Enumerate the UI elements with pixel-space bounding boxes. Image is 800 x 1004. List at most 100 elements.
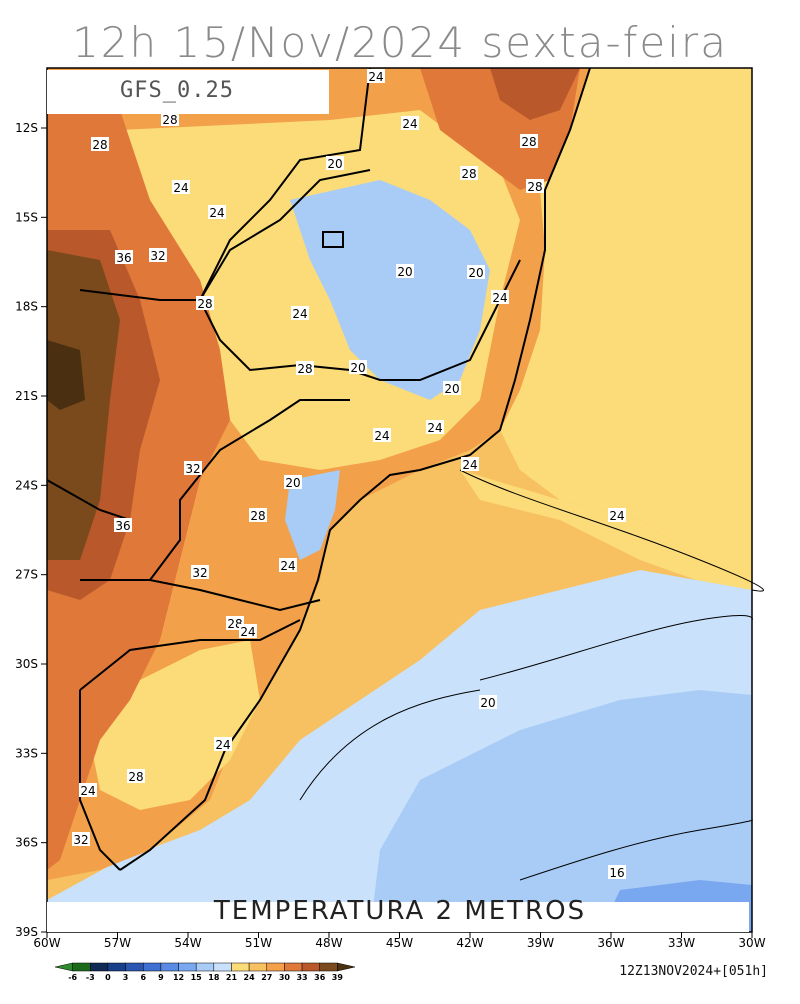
state-borders-rs	[79, 619, 301, 691]
state-borders-north	[198, 67, 521, 381]
contour-label: 20	[285, 476, 300, 490]
contour-label: 16	[609, 866, 624, 880]
contour-label: 28	[521, 135, 536, 149]
variable-label: TEMPERATURA 2 METROS	[213, 896, 587, 926]
contour-label: 28	[162, 113, 177, 127]
contour-label-bg	[367, 69, 385, 83]
contour-label-bg	[401, 116, 419, 130]
contour-label: 32	[150, 249, 165, 263]
land-18-21-region	[290, 180, 490, 400]
contour-label-bg	[373, 428, 391, 442]
lat-tick-label: 24S	[15, 478, 38, 492]
colorbar-label: 0	[105, 973, 111, 982]
contour-label-bg	[520, 134, 538, 148]
colorbar-swatch	[125, 962, 144, 972]
lon-tick-label: 45W	[386, 936, 413, 950]
colorbar-label: 30	[279, 973, 291, 982]
contour-label: 28	[197, 297, 212, 311]
contour-label: 24	[173, 181, 188, 195]
contour-label-bg	[249, 508, 267, 522]
contour-label: 20	[350, 361, 365, 375]
colorbar-label: 6	[140, 973, 146, 982]
model-box	[47, 70, 329, 114]
lat-tick-label: 36S	[15, 836, 38, 850]
colorbar-swatch	[178, 962, 197, 972]
ocean-21-24-region	[500, 68, 752, 585]
land-blue-south	[285, 470, 340, 560]
contour-label-bg	[443, 381, 461, 395]
contour-label-bg	[491, 290, 509, 304]
colorbar-label: 3	[123, 973, 129, 982]
contour-label: 32	[192, 566, 207, 580]
contour-label: 36	[116, 251, 131, 265]
contour-label: 24	[368, 70, 383, 84]
contour-label-bg	[127, 769, 145, 783]
colorbar-label: 12	[173, 973, 184, 982]
map-title: 12h 15/Nov/2024 sexta-feira	[72, 18, 728, 67]
isotherm-20-coast	[299, 689, 481, 801]
model-label: GFS_0.25	[120, 78, 234, 103]
contour-label-bg	[526, 179, 544, 193]
contour-label: 28	[250, 509, 265, 523]
contour-label: 24	[492, 291, 507, 305]
colorbar-swatch	[301, 962, 320, 972]
lat-tick-label: 27S	[15, 568, 38, 582]
isotherms	[299, 469, 764, 881]
lat-tick-label: 30S	[15, 657, 38, 671]
colorbar-swatch	[160, 962, 179, 972]
contour-label: 24	[280, 559, 295, 573]
contour-label-bg	[279, 558, 297, 572]
state-borders-west	[79, 169, 371, 301]
contour-label-bg	[214, 737, 232, 751]
colorbar-label: 18	[208, 973, 220, 982]
contour-label-bg	[426, 420, 444, 434]
colorbar-swatch	[284, 962, 303, 972]
contour-label: 20	[397, 265, 412, 279]
contour-label-bg	[349, 360, 367, 374]
contour-label: 24	[292, 307, 307, 321]
lat-tick-label: 39S	[15, 925, 38, 939]
colorbar-swatch	[213, 962, 232, 972]
contour-label: 28	[128, 770, 143, 784]
lon-tick-label: 36W	[597, 936, 624, 950]
contour-label-bg	[608, 865, 626, 879]
latitude-axis: 12S 15S 18S 21S 24S 27S 30S 33S 36S 39S	[15, 121, 47, 939]
contour-label: 24	[215, 738, 230, 752]
lon-tick-label: 51W	[245, 936, 272, 950]
contour-label-bg	[115, 250, 133, 264]
contour-label-bg	[184, 461, 202, 475]
contour-label: 24	[427, 421, 442, 435]
colorbar-label: -6	[68, 973, 77, 982]
contour-label-bg	[461, 457, 479, 471]
lat-tick-label: 18S	[15, 300, 38, 314]
border-paraguay	[46, 479, 131, 521]
contour-label: 28	[92, 138, 107, 152]
colorbar-swatch	[72, 962, 91, 972]
contour-label: 24	[209, 206, 224, 220]
contour-label-bg	[114, 518, 132, 532]
contour-label-bg	[608, 508, 626, 522]
contour-label-bg	[467, 265, 485, 279]
lat-tick-label: 12S	[15, 121, 38, 135]
state-borders-south	[149, 579, 321, 612]
contour-label-bg	[196, 296, 214, 310]
ocean-15-18-region	[370, 690, 752, 932]
land-peak-region	[47, 340, 85, 410]
contour-label-bg	[326, 156, 344, 170]
contour-label: 24	[462, 458, 477, 472]
colorbar-swatch	[107, 962, 126, 972]
contour-label: 24	[374, 429, 389, 443]
colorbar-swatch	[248, 962, 268, 972]
map-fill	[47, 68, 752, 932]
contour-label: 20	[468, 266, 483, 280]
lon-tick-label: 54W	[174, 936, 201, 950]
contour-label: 28	[227, 617, 242, 631]
colorbar-label: -3	[86, 973, 95, 982]
colorbar-label: 39	[332, 973, 344, 982]
contour-label: 24	[80, 784, 95, 798]
land-hottest-region	[47, 250, 120, 560]
colorbar-label: 15	[191, 973, 203, 982]
colorbar-swatch	[231, 962, 250, 972]
contour-label-bg	[79, 783, 97, 797]
